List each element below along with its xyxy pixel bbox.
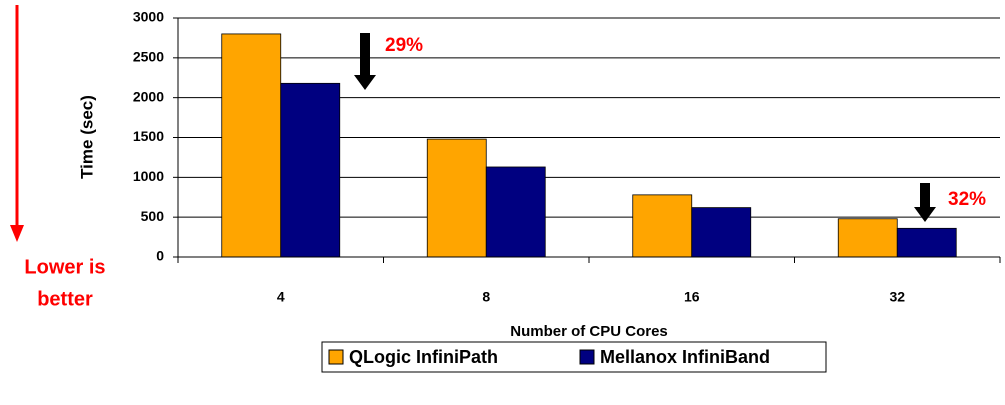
legend-box	[321, 341, 827, 373]
arrow	[914, 183, 936, 222]
y-tick-label: 500	[141, 208, 165, 224]
bar	[837, 218, 898, 258]
bar	[221, 33, 282, 258]
side-note: better	[37, 288, 93, 310]
y-tick-label: 2000	[133, 88, 164, 104]
bar	[632, 194, 693, 258]
legend-label: QLogic InfiniPath	[349, 347, 498, 367]
bar	[896, 227, 957, 258]
bar	[426, 138, 487, 258]
bar	[485, 166, 546, 258]
y-tick-label: 1500	[133, 128, 164, 144]
x-axis-title: Number of CPU Cores	[510, 323, 668, 340]
arrow	[354, 33, 376, 90]
y-tick-label: 3000	[133, 9, 164, 25]
bar	[691, 207, 752, 258]
legend-swatch	[328, 349, 344, 365]
x-tick-label: 32	[889, 289, 905, 305]
legend-swatch	[579, 349, 595, 365]
y-axis-title: Time (sec)	[77, 95, 96, 179]
annotation: 32%	[948, 189, 986, 210]
red-arrow-head	[10, 225, 24, 242]
y-tick-label: 1000	[133, 168, 164, 184]
side-note: Lower is	[24, 256, 105, 278]
x-tick-label: 16	[684, 289, 700, 305]
y-tick-label: 2500	[133, 49, 164, 65]
x-tick-label: 8	[482, 289, 490, 305]
x-tick-label: 4	[277, 289, 285, 305]
legend-label: Mellanox InfiniBand	[600, 347, 770, 367]
annotation: 29%	[385, 35, 423, 56]
y-tick-label: 0	[156, 248, 164, 264]
bar	[280, 82, 341, 258]
